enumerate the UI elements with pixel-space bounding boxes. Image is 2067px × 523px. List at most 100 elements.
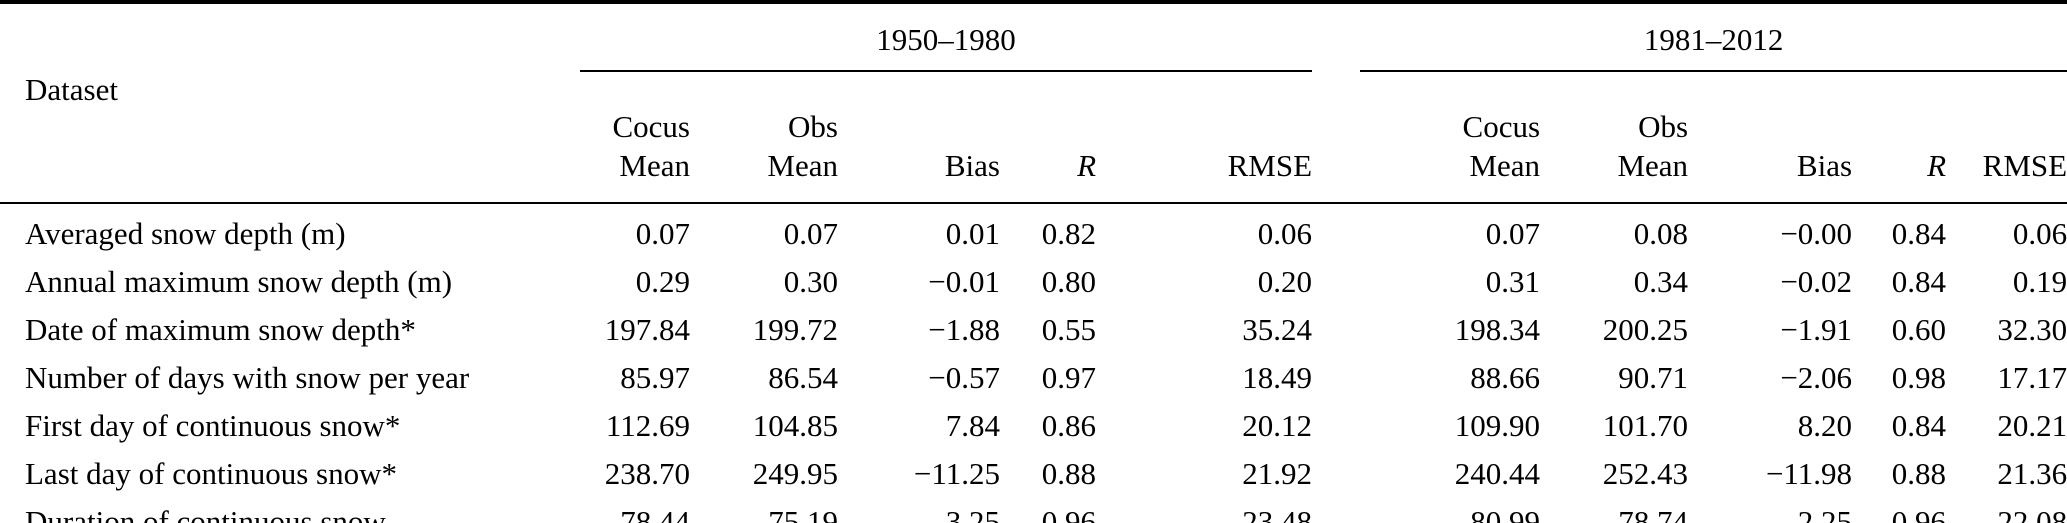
group-gap	[1312, 450, 1360, 498]
cell-p2-r: 0.98	[1891, 360, 1947, 395]
group-gap	[1312, 498, 1360, 523]
col-header-rmse-p2: RMSE	[1946, 71, 2067, 204]
cell-p2-obs-mean: 0.34	[1633, 264, 1689, 299]
cell-p2-rmse: 22.08	[1997, 504, 2067, 523]
cell-p1-obs-mean: 249.95	[752, 456, 838, 491]
cell-p2-cocus-mean: 198.34	[1454, 312, 1541, 347]
cell-p2-r: 0.84	[1891, 216, 1947, 251]
cell-p2-rmse: 0.19	[2012, 264, 2067, 299]
col-header-cocus-mean-p1: Cocus Mean	[580, 71, 691, 204]
cell-p1-r: 0.80	[1041, 264, 1096, 299]
group-gap	[1312, 258, 1360, 306]
cell-p1-cocus-mean: 0.07	[635, 216, 690, 251]
cell-p2-bias: −0.00	[1780, 216, 1853, 251]
group-gap	[1312, 2, 1360, 71]
cell-p2-obs-mean: 101.70	[1602, 408, 1689, 443]
cell-p2-rmse: 32.30	[1997, 312, 2067, 347]
mean-label: Mean	[619, 148, 690, 184]
cell-p1-bias: −1.88	[928, 312, 1000, 347]
cell-p1-bias: 0.01	[945, 216, 1000, 251]
cocus-label: Cocus	[612, 108, 691, 144]
cell-p2-obs-mean: 90.71	[1618, 360, 1689, 395]
row-label: Duration of continuous snow	[25, 504, 386, 523]
cell-p1-obs-mean: 104.85	[752, 408, 838, 443]
group-gap	[1312, 71, 1361, 204]
cell-p2-rmse: 17.17	[1997, 360, 2067, 395]
cell-p1-cocus-mean: 238.70	[604, 456, 690, 491]
cell-p1-rmse: 23.48	[1242, 504, 1313, 523]
cell-p2-obs-mean: 200.25	[1602, 312, 1689, 347]
cell-p1-bias: −0.57	[928, 360, 1000, 395]
cell-p1-bias: −11.25	[913, 456, 1000, 491]
cell-p2-cocus-mean: 240.44	[1454, 456, 1541, 491]
cell-p2-r: 0.60	[1891, 312, 1947, 347]
col-header-obs-mean-p2: Obs Mean	[1540, 71, 1689, 204]
cell-p1-rmse: 0.20	[1257, 264, 1313, 299]
group-gap	[1312, 354, 1360, 402]
table-row-days-with-snow: Number of days with snow per year 85.97 …	[0, 354, 2067, 402]
cell-p2-bias: −0.02	[1780, 264, 1853, 299]
row-label: Averaged snow depth (m)	[25, 216, 346, 251]
sub-header-row: Cocus Mean Obs Mean Bias R RMSE Cocus Mean …	[0, 71, 2067, 204]
cell-p1-r: 0.55	[1041, 312, 1096, 347]
col-header-rmse-p1: RMSE	[1096, 71, 1313, 204]
mean-label: Mean	[1469, 148, 1541, 184]
cell-p1-bias: −0.01	[928, 264, 1000, 299]
cell-p2-bias: −1.91	[1780, 312, 1853, 347]
cell-p1-obs-mean: 0.30	[783, 264, 838, 299]
col-header-obs-mean-p1: Obs Mean	[690, 71, 838, 204]
cell-p1-obs-mean: 75.19	[768, 504, 838, 523]
cell-p2-cocus-mean: 88.66	[1470, 360, 1541, 395]
table-row-first-day-continuous-snow: First day of continuous snow* 112.69 104…	[0, 402, 2067, 450]
cell-p1-rmse: 20.12	[1242, 408, 1313, 443]
obs-label: Obs	[788, 108, 838, 144]
cell-p1-r: 0.96	[1041, 504, 1096, 523]
cell-p2-cocus-mean: 0.31	[1485, 264, 1541, 299]
cell-p2-rmse: 21.36	[1997, 456, 2067, 491]
cell-p1-rmse: 21.92	[1242, 456, 1313, 491]
cell-p1-cocus-mean: 197.84	[604, 312, 690, 347]
col-header-cocus-mean-p2: Cocus Mean	[1360, 71, 1541, 204]
cell-p2-r: 0.88	[1891, 456, 1947, 491]
cell-p1-r: 0.86	[1041, 408, 1096, 443]
cell-p2-obs-mean: 252.43	[1602, 456, 1689, 491]
cell-p1-obs-mean: 199.72	[752, 312, 838, 347]
cell-p2-bias: 2.25	[1797, 504, 1853, 523]
cell-p1-rmse: 18.49	[1242, 360, 1313, 395]
group-gap	[1312, 402, 1360, 450]
group-header-row: Dataset 1950–1980 1981–2012	[0, 2, 2067, 204]
col-header-r-p2: R	[1852, 71, 1947, 204]
cell-p1-r: 0.82	[1041, 216, 1096, 251]
cell-p1-r: 0.88	[1041, 456, 1096, 491]
cell-p2-rmse: 0.06	[2012, 216, 2067, 251]
cocus-label: Cocus	[1462, 108, 1541, 144]
col-header-r-p1: R	[1000, 71, 1096, 204]
cell-p1-rmse: 0.06	[1257, 216, 1313, 251]
col-header-bias-p2: Bias	[1688, 71, 1853, 204]
cell-p2-bias: −11.98	[1765, 456, 1853, 491]
cell-p1-cocus-mean: 85.97	[620, 360, 690, 395]
cell-p1-rmse: 35.24	[1242, 312, 1313, 347]
cell-p2-obs-mean: 0.08	[1633, 216, 1689, 251]
cell-p1-cocus-mean: 112.69	[605, 408, 690, 443]
group-header-1950-1980: 1950–1980	[580, 2, 1313, 72]
cell-p2-r: 0.84	[1891, 408, 1947, 443]
row-label: Last day of continuous snow*	[25, 456, 397, 491]
cell-p1-obs-mean: 0.07	[783, 216, 838, 251]
table-row-duration-continuous-snow: Duration of continuous snow 78.44 75.19 …	[0, 498, 2067, 523]
cell-p1-bias: 7.84	[945, 408, 1000, 443]
cell-p2-r: 0.96	[1891, 504, 1947, 523]
cell-p2-cocus-mean: 0.07	[1485, 216, 1541, 251]
cell-p2-rmse: 20.21	[1997, 408, 2067, 443]
cell-p2-r: 0.84	[1891, 264, 1947, 299]
group-gap	[1312, 203, 1360, 258]
cell-p2-bias: 8.20	[1797, 408, 1853, 443]
cell-p2-cocus-mean: 80.99	[1470, 504, 1541, 523]
row-label: Number of days with snow per year	[25, 360, 470, 395]
obs-label: Obs	[1638, 108, 1689, 144]
cell-p2-obs-mean: 78.74	[1618, 504, 1689, 523]
cell-p1-r: 0.97	[1041, 360, 1096, 395]
table-row-last-day-continuous-snow: Last day of continuous snow* 238.70 249.…	[0, 450, 2067, 498]
